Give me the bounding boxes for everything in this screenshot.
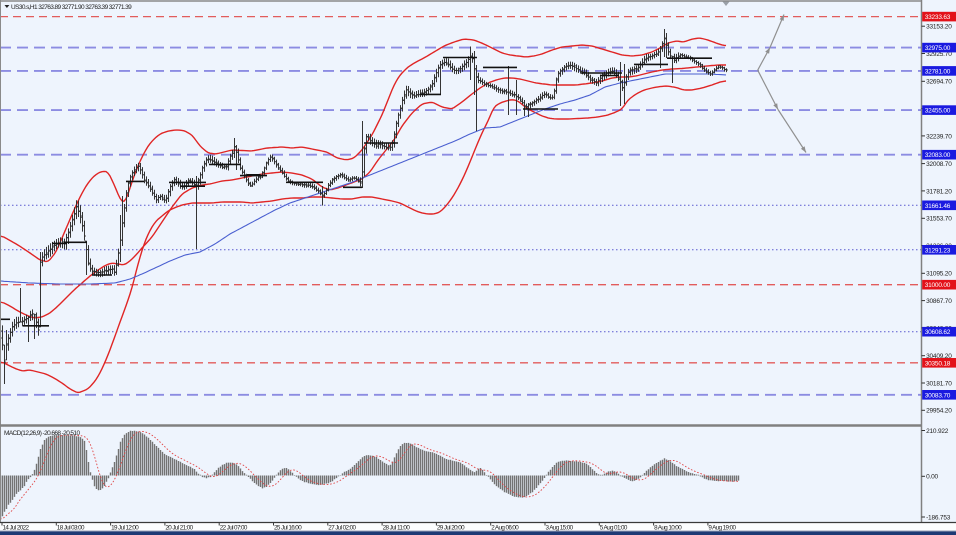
svg-text:32975.00: 32975.00: [925, 45, 951, 52]
svg-text:3 Aug 15:00: 3 Aug 15:00: [546, 525, 574, 532]
svg-text:20 Jul 21:00: 20 Jul 21:00: [165, 525, 193, 532]
svg-text:32455.00: 32455.00: [925, 108, 951, 115]
svg-text:210.922: 210.922: [926, 428, 949, 435]
svg-text:27 Jul 02:00: 27 Jul 02:00: [328, 525, 356, 532]
svg-text:18 Jul 03:00: 18 Jul 03:00: [57, 525, 85, 532]
svg-text:14 Jul 2022: 14 Jul 2022: [3, 525, 30, 532]
svg-text:31781.20: 31781.20: [926, 188, 952, 195]
svg-text:32008.70: 32008.70: [926, 161, 952, 168]
svg-text:8 Aug 10:00: 8 Aug 10:00: [654, 525, 682, 532]
svg-text:29954.20: 29954.20: [926, 408, 952, 415]
svg-text:32781.00: 32781.00: [925, 68, 951, 75]
svg-text:MACD(12,26,9) -20.668 -20.510: MACD(12,26,9) -20.668 -20.510: [4, 430, 80, 437]
svg-text:32925.70: 32925.70: [926, 51, 952, 58]
svg-text:9 Aug 19:00: 9 Aug 19:00: [708, 525, 736, 532]
svg-text:33233.63: 33233.63: [925, 14, 951, 21]
svg-text:30083.70: 30083.70: [925, 392, 951, 399]
svg-text:0.00: 0.00: [926, 474, 938, 481]
svg-text:31661.46: 31661.46: [925, 203, 951, 210]
svg-text:-186.753: -186.753: [926, 514, 951, 521]
svg-text:30409.20: 30409.20: [926, 353, 952, 360]
svg-text:29 Jul 20:00: 29 Jul 20:00: [437, 525, 465, 532]
svg-text:30350.18: 30350.18: [925, 360, 951, 367]
svg-text:30608.62: 30608.62: [925, 329, 951, 336]
svg-text:25 Jul 16:00: 25 Jul 16:00: [274, 525, 302, 532]
svg-text:2 Aug 06:00: 2 Aug 06:00: [491, 525, 519, 532]
svg-text:5 Aug 01:00: 5 Aug 01:00: [600, 525, 628, 532]
svg-text:30181.70: 30181.70: [926, 380, 952, 387]
svg-text:28 Jul 11:00: 28 Jul 11:00: [383, 525, 411, 532]
svg-text:31095.20: 31095.20: [926, 271, 952, 278]
svg-text:22 Jul 07:00: 22 Jul 07:00: [220, 525, 248, 532]
svg-text:32239.70: 32239.70: [926, 133, 952, 140]
svg-text:19 Jul 12:00: 19 Jul 12:00: [111, 525, 139, 532]
svg-text:31291.23: 31291.23: [925, 247, 951, 254]
svg-text:30867.70: 30867.70: [926, 298, 952, 305]
svg-text:31553.70: 31553.70: [926, 216, 952, 223]
svg-text:32694.70: 32694.70: [926, 79, 952, 86]
svg-text:31000.00: 31000.00: [925, 282, 951, 289]
svg-text:33153.20: 33153.20: [926, 24, 952, 31]
svg-text:32083.00: 32083.00: [925, 152, 951, 159]
svg-text:US30.s,H1 32763.89 32771.90 3: US30.s,H1 32763.89 32771.90 32763.39 327…: [11, 4, 132, 11]
